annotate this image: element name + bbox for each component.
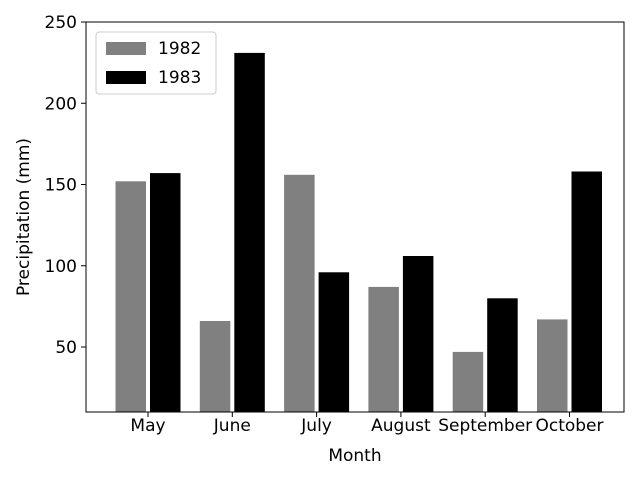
y-tick-label: 150 <box>45 176 77 196</box>
plot-frame <box>85 21 625 413</box>
x-tick-label-june: June <box>213 416 251 436</box>
bar-1982-october <box>537 319 568 412</box>
y-tick-label: 50 <box>55 338 77 358</box>
bar-1982-july <box>284 174 315 412</box>
legend-label-1982: 1982 <box>158 39 201 59</box>
bar-1982-september <box>452 351 484 412</box>
bar-1982-august <box>368 286 399 412</box>
bar-1982-june <box>199 321 231 412</box>
bar-1983-may <box>150 173 181 412</box>
x-tick-label-july: July <box>300 416 332 436</box>
y-axis-label: Precipitation (mm) <box>14 138 34 296</box>
x-tick-label-september: September <box>438 416 532 436</box>
legend-label-1983: 1983 <box>158 68 201 88</box>
x-tick-label-may: May <box>130 416 165 436</box>
legend-swatch-1983 <box>106 71 146 84</box>
legend: 1982 1983 <box>95 31 217 95</box>
bar-1983-september <box>487 298 518 413</box>
x-axis-ticks: May June July August September October <box>130 412 604 436</box>
x-tick-label-august: August <box>371 416 431 436</box>
legend-swatch-1982 <box>106 42 146 55</box>
bar-1983-june <box>234 52 265 413</box>
y-tick-label: 250 <box>45 13 77 33</box>
y-tick-label: 100 <box>45 257 77 277</box>
bar-1983-october <box>571 171 602 412</box>
y-tick-label: 200 <box>45 94 77 114</box>
bar-1983-july <box>318 272 350 413</box>
x-axis-label: Month <box>328 446 381 466</box>
y-axis-ticks: 50 100 150 200 250 <box>45 13 86 358</box>
x-tick-label-october: October <box>535 416 603 436</box>
bars-layer <box>115 52 602 413</box>
bar-1983-august <box>402 256 434 412</box>
bar-1982-may <box>115 181 146 413</box>
